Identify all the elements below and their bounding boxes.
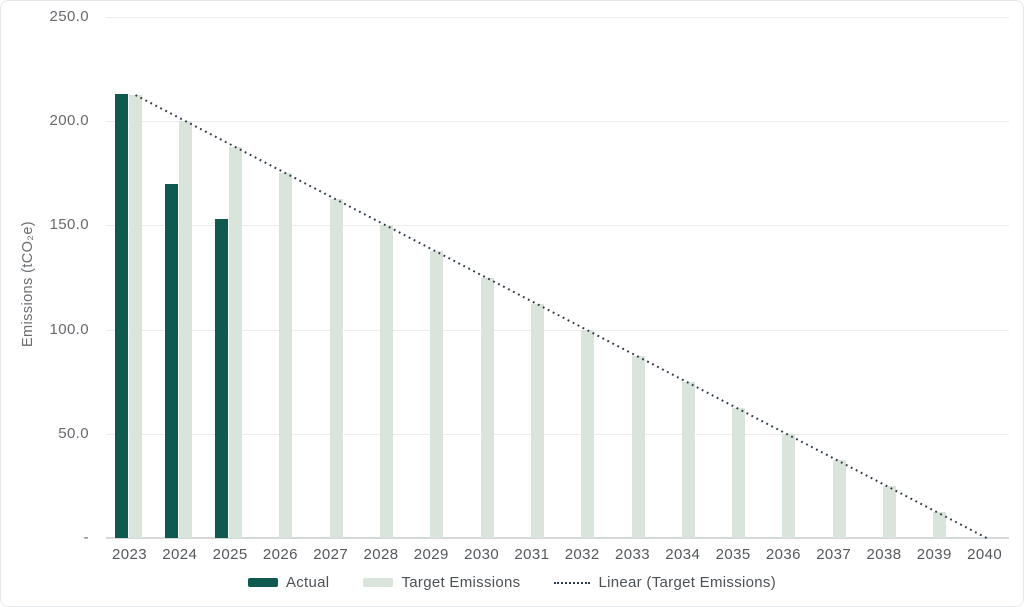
y-tick-label-250: 250.0 xyxy=(49,8,89,25)
bar-target-2033 xyxy=(631,355,645,538)
bar-target-2028 xyxy=(380,225,393,538)
bar-target-2039 xyxy=(933,511,947,538)
bar-target-2037 xyxy=(832,459,846,538)
bar-target-2036 xyxy=(782,433,796,538)
legend-item-target-emissions: Target Emissions xyxy=(363,574,520,591)
legend-item-linear-trendline: Linear (Target Emissions) xyxy=(554,574,776,591)
bar-actual-2024 xyxy=(164,183,178,538)
legend-label-target-emissions: Target Emissions xyxy=(401,574,521,591)
bar-target-2026 xyxy=(279,173,293,538)
legend: Actual Target Emissions Linear (Target E… xyxy=(1,574,1023,591)
y-tick-label-50: 50.0 xyxy=(58,424,89,442)
legend-dotted-line-icon xyxy=(554,581,591,584)
bar-target-2038 xyxy=(883,485,896,538)
legend-label-linear-trendline: Linear (Target Emissions) xyxy=(598,574,777,591)
x-tick-label-2031: 2031 xyxy=(514,546,550,563)
bar-target-2034 xyxy=(681,381,695,538)
y-tick-label-0: - xyxy=(83,529,89,546)
legend-item-actual: Actual xyxy=(247,574,330,591)
x-tick-label-2028: 2028 xyxy=(363,546,399,563)
x-tick-label-2024: 2024 xyxy=(162,546,198,563)
bar-target-2024 xyxy=(178,121,192,538)
bar-target-2030 xyxy=(480,277,494,538)
y-tick-label-100: 100.0 xyxy=(49,320,89,338)
bar-actual-2023 xyxy=(114,94,128,538)
x-tick-label-2023: 2023 xyxy=(112,546,147,563)
bar-target-2032 xyxy=(581,329,595,538)
x-tick-label-2036: 2036 xyxy=(765,546,801,563)
gridline-200 xyxy=(106,121,1009,123)
x-tick-label-2033: 2033 xyxy=(615,546,650,563)
bar-actual-2025 xyxy=(215,219,229,538)
x-tick-label-2026: 2026 xyxy=(262,546,298,563)
trendline xyxy=(135,94,988,539)
y-tick-label-150: 150.0 xyxy=(49,216,89,234)
x-tick-label-2032: 2032 xyxy=(564,546,600,563)
legend-label-actual: Actual xyxy=(285,574,330,591)
x-tick-label-2037: 2037 xyxy=(816,546,852,563)
gridline-250 xyxy=(106,17,1009,18)
bar-target-2027 xyxy=(329,199,343,538)
x-tick-label-2039: 2039 xyxy=(916,546,952,563)
x-tick-label-2030: 2030 xyxy=(464,546,500,563)
x-tick-label-2040: 2040 xyxy=(967,546,1003,563)
bar-target-2031 xyxy=(530,303,544,538)
x-tick-label-2025: 2025 xyxy=(212,546,248,563)
x-tick-label-2029: 2029 xyxy=(413,546,449,563)
bar-target-2035 xyxy=(732,407,746,538)
bar-target-2023 xyxy=(128,95,142,538)
x-tick-label-2027: 2027 xyxy=(313,546,349,563)
bar-target-2025 xyxy=(229,147,243,538)
x-tick-label-2035: 2035 xyxy=(715,546,751,563)
x-tick-label-2034: 2034 xyxy=(665,546,701,563)
y-tick-label-200: 200.0 xyxy=(49,112,89,130)
bar-target-2029 xyxy=(430,251,444,538)
legend-swatch-actual-icon xyxy=(247,578,278,587)
legend-swatch-target-icon xyxy=(363,578,394,587)
x-tick-label-2038: 2038 xyxy=(866,546,902,563)
